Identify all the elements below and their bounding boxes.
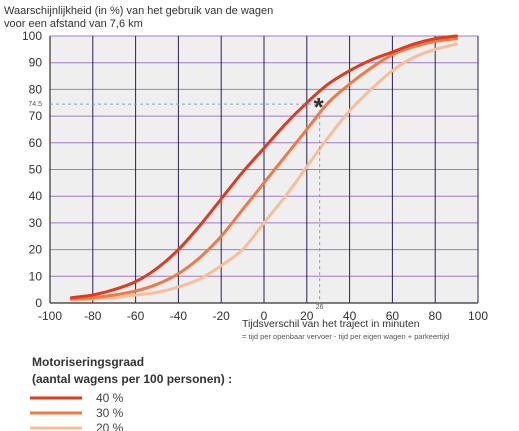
x-tick-label: 80 [429,309,443,323]
legend: Motoriseringsgraad (aantal wagens per 10… [30,355,232,431]
legend-label: 20 % [96,421,124,431]
y-tick-label: 20 [29,243,43,257]
annotation-marker: * [314,92,325,122]
legend-title-line-1: Motoriseringsgraad [32,355,144,369]
legend-label: 30 % [96,406,124,420]
y-tick-label: 40 [29,189,43,203]
series-line-40 [69,34,459,300]
legend-label: 40 % [96,391,124,405]
x-tick-label: 40 [343,309,357,323]
chart-title-line-1: Waarschijnlijkheid (in %) van het gebrui… [4,5,273,17]
x-axis-note: = tijd per openbaar vervoer - tijd per e… [242,332,449,341]
legend-title-line-2: (aantal wagens per 100 personen) : [32,372,232,386]
chart-title-line-2: voor een afstand van 7,6 km [4,18,143,30]
x-tick-label: 60 [386,309,400,323]
annotation-y-label: 74.5 [28,101,42,108]
x-tick-label: -40 [170,309,188,323]
y-tick-label: 90 [29,56,43,70]
y-tick-label: 50 [29,163,43,177]
x-tick-label: -20 [213,309,231,323]
y-tick-label: 30 [29,216,43,230]
y-tick-label: 0 [35,296,42,310]
y-tick-label: 60 [29,136,43,150]
y-tick-label: 80 [29,82,43,96]
x-tick-label: -60 [127,309,145,323]
x-axis-label: Tijdsverschil van het traject in minuten [242,318,420,330]
y-tick-label: 10 [29,269,43,283]
series-line-30 [69,37,459,301]
x-tick-label: 0 [261,309,268,323]
y-tick-label: 100 [22,29,42,43]
x-tick-label: -100 [38,309,62,323]
y-tick-label: 70 [29,109,43,123]
x-tick-label: -80 [84,309,102,323]
x-tick-label: 100 [468,309,488,323]
plot-area: 0 10 20 30 40 50 60 70 80 90 100 -100 -80 -60 -40 -20 0 2… [22,29,488,323]
series-line-20 [69,42,459,302]
x-tick-label: 20 [300,309,314,323]
annotation-x-label: 26 [316,304,324,311]
